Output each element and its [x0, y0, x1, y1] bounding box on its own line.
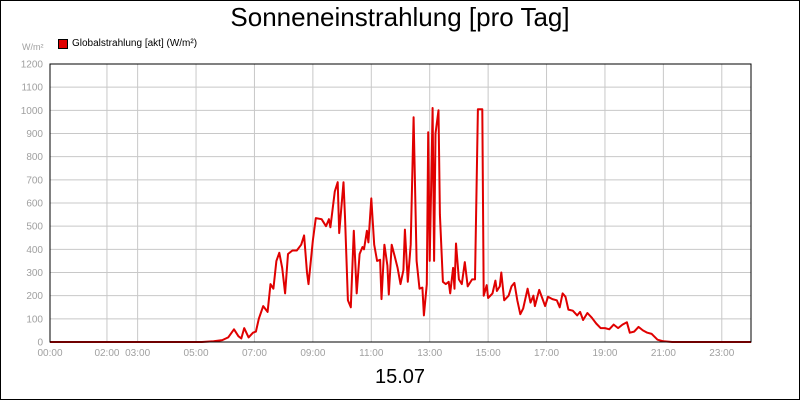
x-tick-label-10: 19:00: [592, 348, 617, 359]
x-tick-label-8: 15:00: [476, 348, 501, 359]
y-tick-label-2: 200: [26, 291, 43, 302]
y-tick-label-1: 100: [26, 314, 43, 325]
y-tick-label-11: 1100: [21, 83, 43, 94]
y-axis-unit: W/m²: [22, 42, 44, 52]
y-tick-label-7: 700: [26, 175, 43, 186]
y-tick-label-8: 800: [26, 152, 43, 163]
y-tick-label-3: 300: [26, 268, 43, 279]
chart-footer-date: 15.07: [374, 366, 426, 388]
x-tick-label-0: 00:00: [37, 348, 62, 359]
x-tick-label-2: 03:00: [125, 348, 150, 359]
x-tick-label-7: 13:00: [417, 348, 442, 359]
x-tick-label-9: 17:00: [534, 348, 559, 359]
x-tick-label-3: 05:00: [184, 348, 209, 359]
y-tick-label-10: 1000: [21, 106, 44, 117]
x-axis: 00:00 02:00 03:00 05:00 07:00 09:00 11:00 13:00…: [37, 348, 734, 359]
x-tick-label-12: 23:00: [709, 348, 734, 359]
y-tick-label-0: 0: [37, 338, 43, 349]
y-tick-label-12: 1200: [21, 60, 44, 71]
y-tick-label-5: 500: [26, 222, 43, 233]
y-tick-label-9: 900: [26, 129, 43, 140]
series-group: [50, 107, 751, 343]
plot-border: [49, 63, 752, 343]
x-tick-label-4: 07:00: [242, 348, 267, 359]
y-tick-label-6: 600: [26, 199, 43, 210]
series-line-0: [50, 107, 751, 343]
x-tick-label-1: 02:00: [94, 348, 119, 359]
x-tick-label-5: 09:00: [300, 348, 325, 359]
legend-swatch: [58, 38, 68, 49]
legend: Globalstrahlung [akt] (W/m²): [58, 38, 197, 49]
chart-title: Sonneneinstrahlung [pro Tag]: [230, 2, 570, 32]
grid: [49, 63, 751, 343]
legend-label: Globalstrahlung [akt] (W/m²): [72, 38, 198, 49]
x-tick-label-11: 21:00: [651, 348, 676, 359]
y-tick-label-4: 400: [26, 245, 43, 256]
y-axis: 0 100 200 300 400 500 600 700 800 900 1000 1100 1200: [21, 60, 44, 349]
x-tick-label-6: 11:00: [359, 348, 384, 359]
